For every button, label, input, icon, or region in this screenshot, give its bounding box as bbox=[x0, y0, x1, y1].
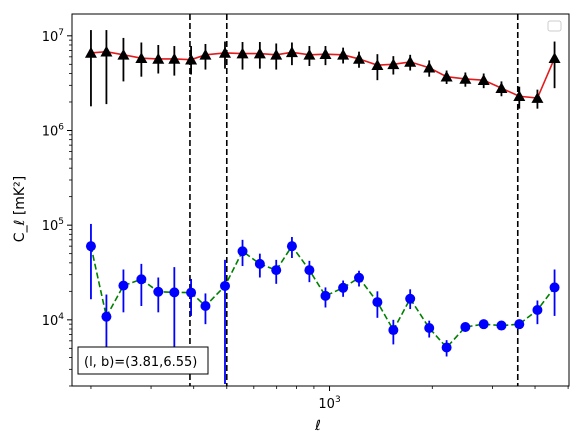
series-1-point-22 bbox=[440, 70, 453, 82]
series-1-point-17 bbox=[353, 52, 366, 64]
series-2-point-23 bbox=[460, 321, 471, 332]
y-tick-label-5: 105 bbox=[42, 217, 64, 234]
series-2 bbox=[85, 223, 560, 384]
legend-box bbox=[547, 20, 562, 32]
series-1-point-28 bbox=[548, 52, 561, 64]
series-2-point-6 bbox=[169, 287, 180, 298]
series-2-line bbox=[90, 244, 556, 349]
series-1 bbox=[84, 30, 561, 109]
series-2-point-22 bbox=[441, 342, 452, 353]
series-1-point-7 bbox=[185, 53, 198, 65]
series-1-point-2 bbox=[100, 45, 113, 57]
series-1-point-26 bbox=[513, 90, 526, 102]
series-1-point-13 bbox=[285, 46, 298, 58]
series-1-point-21 bbox=[423, 61, 436, 73]
series-2-point-25 bbox=[496, 320, 507, 331]
series-1-point-3 bbox=[117, 48, 130, 60]
tick-layer: 104 105 106 107 103 bbox=[42, 28, 569, 412]
series-1-point-20 bbox=[404, 55, 417, 67]
series-1-point-18 bbox=[371, 59, 384, 70]
series-1-point-6 bbox=[168, 52, 181, 64]
series-1-point-25 bbox=[495, 82, 508, 93]
series-2-point-9 bbox=[219, 280, 230, 291]
series-1-point-1 bbox=[84, 46, 97, 58]
series-2-point-20 bbox=[405, 293, 416, 304]
plot-area bbox=[72, 14, 569, 386]
series-2-point-24 bbox=[478, 319, 489, 330]
series-2-point-10 bbox=[237, 246, 248, 257]
series-1-point-5 bbox=[152, 52, 165, 64]
series-1-point-27 bbox=[531, 92, 544, 103]
series-2-point-16 bbox=[338, 282, 349, 293]
series-1-point-16 bbox=[337, 48, 350, 60]
series-2-point-3 bbox=[118, 280, 129, 291]
series-2-point-11 bbox=[254, 258, 265, 269]
series-1-point-8 bbox=[199, 48, 212, 60]
series-1-point-9 bbox=[218, 46, 231, 58]
series-layer bbox=[84, 30, 561, 384]
series-2-point-26 bbox=[514, 319, 525, 330]
series-2-point-5 bbox=[153, 286, 164, 297]
series-2-point-12 bbox=[271, 265, 282, 276]
annotation-box: (l, b)=(3.81,6.55) bbox=[77, 346, 209, 375]
series-2-point-7 bbox=[186, 287, 197, 298]
series-1-point-19 bbox=[387, 58, 400, 70]
series-2-point-19 bbox=[388, 325, 399, 336]
series-2-point-4 bbox=[136, 274, 147, 285]
series-2-point-8 bbox=[200, 300, 211, 311]
series-2-point-2 bbox=[101, 311, 112, 322]
series-2-point-15 bbox=[320, 290, 331, 301]
y-tick-label-6: 106 bbox=[42, 122, 65, 139]
plot-background bbox=[72, 14, 569, 386]
series-2-point-17 bbox=[354, 272, 365, 283]
annotation-text: (l, b)=(3.81,6.55) bbox=[84, 355, 197, 370]
series-1-point-11 bbox=[253, 47, 266, 59]
series-2-point-18 bbox=[372, 297, 383, 308]
y-axis-label: C_ℓ [mK²] bbox=[12, 176, 28, 242]
series-2-point-13 bbox=[286, 241, 297, 252]
axes-frame bbox=[71, 13, 570, 387]
series-1-point-10 bbox=[236, 47, 249, 59]
series-1-point-4 bbox=[135, 52, 148, 64]
x-axis-label: ℓ bbox=[314, 418, 321, 434]
series-1-point-12 bbox=[270, 48, 283, 60]
axes-border bbox=[71, 13, 570, 387]
series-1-point-15 bbox=[319, 48, 332, 59]
series-2-point-28 bbox=[549, 282, 560, 293]
x-tick-label-3: 103 bbox=[318, 395, 340, 412]
series-1-point-14 bbox=[303, 48, 316, 60]
series-1-line bbox=[90, 50, 556, 99]
y-tick-label-4: 104 bbox=[42, 312, 65, 329]
series-1-point-24 bbox=[477, 74, 490, 85]
series-2-point-14 bbox=[304, 265, 315, 276]
series-2-point-21 bbox=[424, 322, 435, 333]
y-tick-label-7: 107 bbox=[42, 28, 64, 45]
series-2-point-1 bbox=[85, 241, 96, 252]
series-2-point-27 bbox=[532, 305, 543, 316]
series-1-point-23 bbox=[459, 72, 472, 84]
